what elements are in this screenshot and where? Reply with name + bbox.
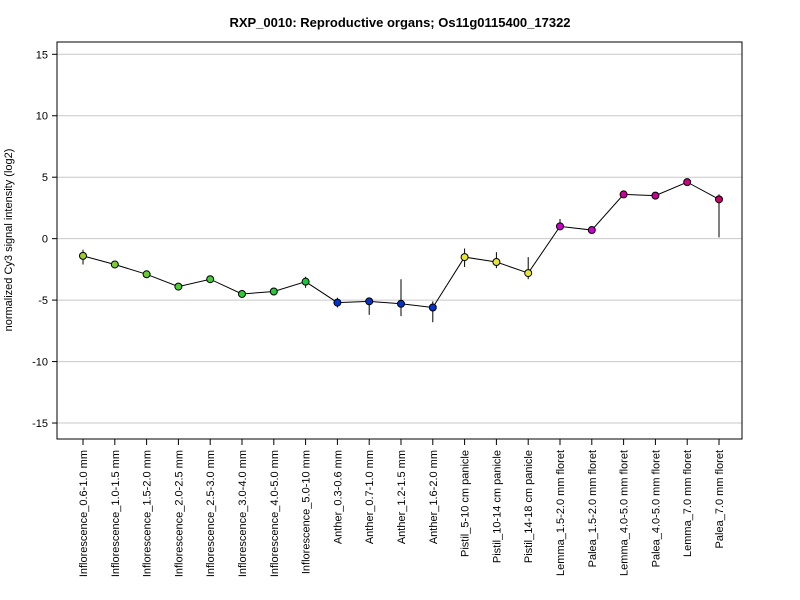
y-axis: 15 10 5 0 -5 -10 -15 bbox=[32, 49, 57, 430]
x-tick-label: Inflorescence_3.0-4.0 mm bbox=[237, 450, 249, 577]
x-tick-label: Palea_7.0 mm floret bbox=[714, 450, 726, 548]
x-tick-label: Inflorescence_1.0-1.5 mm bbox=[110, 450, 122, 577]
y-tick-label: -15 bbox=[32, 418, 48, 430]
y-tick-label: 10 bbox=[36, 111, 48, 123]
data-point bbox=[142, 270, 151, 279]
data-point bbox=[206, 275, 215, 284]
data-point bbox=[715, 195, 723, 204]
chart-title: RXP_0010: Reproductive organs; Os11g0115… bbox=[229, 15, 570, 30]
y-tick-label: 15 bbox=[36, 49, 48, 61]
data-point bbox=[79, 251, 87, 260]
series bbox=[79, 178, 723, 323]
data-point bbox=[492, 258, 501, 267]
x-tick-label: Anther_0.7-1.0 mm bbox=[364, 450, 376, 544]
data-point bbox=[174, 282, 183, 291]
data-point bbox=[428, 303, 437, 312]
data-point bbox=[587, 226, 596, 235]
x-tick-label: Lemma_1.5-2.0 mm floret bbox=[555, 450, 567, 576]
x-tick-label: Anther_1.2-1.5 mm bbox=[396, 450, 408, 544]
x-tick-label: Inflorescence_2.0-2.5 mm bbox=[173, 450, 185, 577]
data-point bbox=[365, 297, 374, 306]
data-point bbox=[333, 298, 342, 307]
x-tick-label: Palea_1.5-2.0 mm floret bbox=[587, 450, 599, 567]
y-tick-label: -10 bbox=[32, 357, 48, 369]
data-point bbox=[238, 289, 246, 298]
x-tick-label: Pistil_10-14 cm panicle bbox=[491, 450, 503, 563]
x-tick-label: Anther_1.6-2.0 mm bbox=[428, 450, 440, 544]
x-tick-label: Inflorescence_1.5-2.0 mm bbox=[142, 450, 154, 577]
x-axis: Inflorescence_0.6-1.0 mm Inflorescence_1.… bbox=[78, 439, 726, 577]
data-point bbox=[110, 260, 119, 269]
x-tick-label: Palea_4.0-5.0 mm floret bbox=[650, 450, 662, 567]
data-point bbox=[651, 191, 660, 200]
grid bbox=[57, 53, 742, 424]
x-tick-label: Lemma_7.0 mm floret bbox=[682, 450, 694, 557]
y-axis-label: normalized Cy3 signal intensity (log2) bbox=[3, 149, 15, 332]
x-tick-label: Inflorescence_5.0-10 mm bbox=[301, 450, 313, 574]
data-point bbox=[619, 190, 628, 199]
data-point bbox=[397, 299, 405, 308]
x-tick-label: Inflorescence_2.5-3.0 mm bbox=[205, 450, 217, 577]
y-tick-label: 5 bbox=[42, 172, 48, 184]
x-tick-label: Inflorescence_0.6-1.0 mm bbox=[78, 450, 90, 577]
data-point bbox=[269, 287, 278, 296]
x-tick-label: Pistil_5-10 cm panicle bbox=[460, 450, 472, 557]
y-tick-label: -5 bbox=[38, 295, 48, 307]
x-tick-label: Anther_0.3-0.6 mm bbox=[332, 450, 344, 544]
data-point bbox=[460, 253, 469, 262]
y-tick-label: 0 bbox=[42, 234, 48, 246]
x-tick-label: Pistil_14-18 cm panicle bbox=[523, 450, 535, 563]
data-point bbox=[301, 277, 310, 286]
x-tick-label: Lemma_4.0-5.0 mm floret bbox=[619, 450, 631, 576]
data-point bbox=[524, 269, 533, 278]
plot-frame bbox=[56, 41, 743, 440]
data-point bbox=[556, 222, 564, 231]
data-point bbox=[683, 178, 692, 187]
x-tick-label: Inflorescence_4.0-5.0 mm bbox=[269, 450, 281, 577]
